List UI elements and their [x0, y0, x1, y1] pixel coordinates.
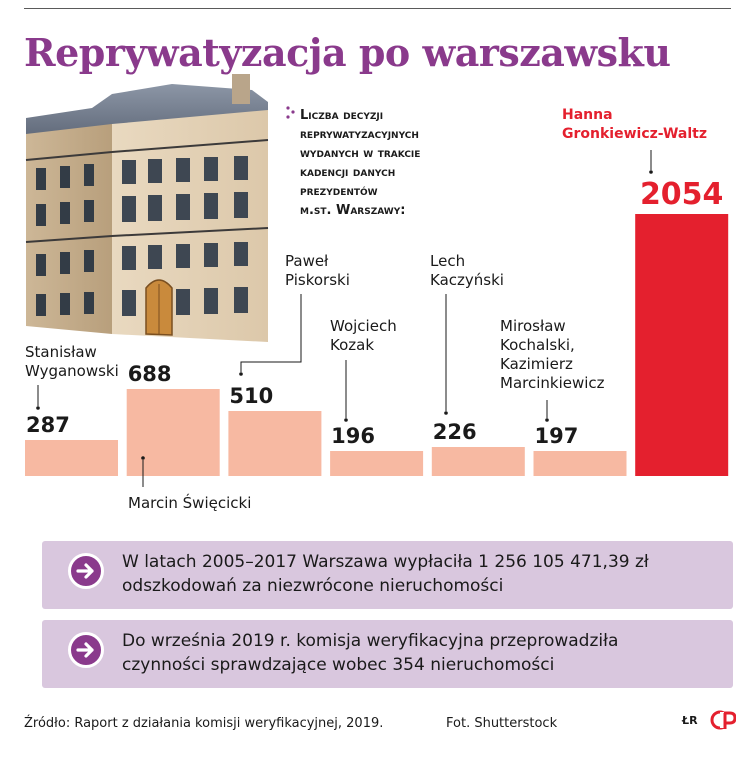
leader-dot — [649, 170, 653, 174]
chart-subtitle: Liczba decyzji reprywatyzacyjnych wydany… — [300, 106, 530, 220]
leader-dot — [344, 418, 348, 422]
bar — [126, 389, 220, 476]
bar — [228, 411, 322, 476]
category-label: Stanisław Wyganowski — [25, 343, 119, 380]
info-text: Do września 2019 r. komisja weryfikacyjn… — [122, 629, 742, 677]
subtitle-line: m.st. Warszawy: — [300, 203, 406, 218]
bar — [533, 451, 627, 476]
leader-dot — [36, 406, 40, 410]
data-label: 688 — [128, 362, 172, 386]
data-label: 196 — [331, 424, 375, 448]
brand-logo-icon — [710, 710, 736, 730]
page-title: Reprywatyzacja po warszawsku — [24, 30, 671, 75]
info-line: W latach 2005–2017 Warszawa wypłaciła 1 … — [122, 552, 649, 572]
bar — [431, 447, 525, 476]
category-label: Paweł Piskorski — [285, 252, 350, 289]
subtitle-line: Liczba decyzji — [300, 108, 384, 123]
category-label: Lech Kaczyński — [430, 252, 504, 289]
source-note: Źródło: Raport z działania komisji weryf… — [24, 716, 384, 731]
subtitle-line: prezydentów — [300, 184, 378, 199]
info-line: Do września 2019 r. komisja weryfikacyjn… — [122, 631, 619, 651]
bar — [330, 451, 424, 476]
leader-dot — [141, 456, 145, 460]
data-label: 287 — [26, 413, 70, 437]
data-label: 510 — [229, 384, 273, 408]
info-text: W latach 2005–2017 Warszawa wypłaciła 1 … — [122, 550, 742, 598]
info-box: W latach 2005–2017 Warszawa wypłaciła 1 … — [42, 541, 733, 609]
brand-mark: ŁR — [682, 714, 698, 727]
arrow-right-icon — [68, 553, 104, 589]
bar-chart: 287 Stanisław Wyganowski 688 Marcin Święcick… — [25, 107, 729, 512]
info-box: Do września 2019 r. komisja weryfikacyjn… — [42, 620, 733, 688]
subtitle-line: wydanych w trakcie — [300, 146, 421, 161]
bar — [25, 440, 118, 476]
bullet-dots-icon — [286, 106, 295, 119]
leader-dot — [239, 372, 243, 376]
data-label: 197 — [535, 424, 579, 448]
category-label: Marcin Święcicki — [128, 493, 251, 512]
leader-dot — [545, 418, 549, 422]
data-label: 2054 — [640, 177, 724, 212]
building-illustration — [25, 74, 269, 342]
leader-line — [240, 294, 302, 372]
info-line: czynności sprawdzające wobec 354 nieruch… — [122, 655, 555, 675]
data-label: 226 — [433, 420, 477, 444]
arrow-right-icon — [68, 632, 104, 668]
category-label: Mirosław Kochalski, Kazimierz Marcinkiewicz — [500, 317, 605, 392]
leader-dot — [444, 411, 448, 415]
bar — [635, 214, 729, 476]
subtitle-line: kadencji danych — [300, 165, 396, 180]
top-rule — [24, 8, 731, 9]
info-line: odszkodowań za niezwrócone nieruchomości — [122, 576, 504, 596]
photo-credit: Fot. Shutterstock — [446, 716, 558, 731]
category-label: Wojciech Kozak — [330, 317, 397, 354]
subtitle-line: reprywatyzacyjnych — [300, 127, 419, 142]
category-label: Hanna Gronkiewicz-Waltz — [562, 107, 707, 142]
